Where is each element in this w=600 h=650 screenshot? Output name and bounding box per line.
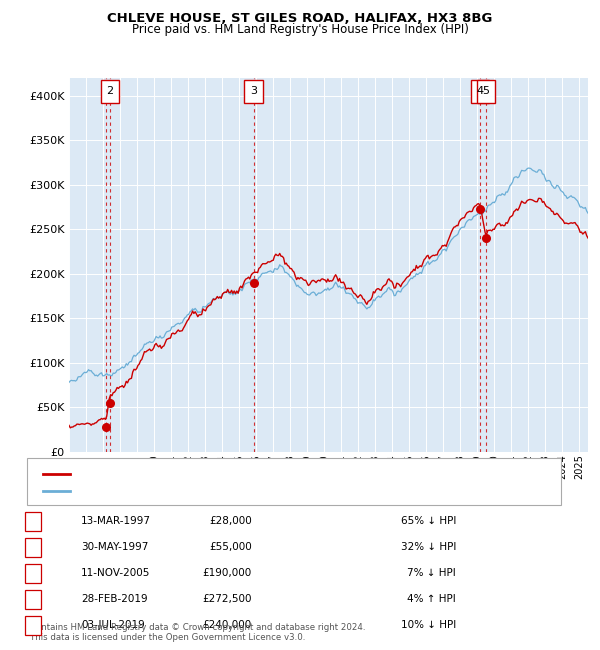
- Text: HPI: Average price, detached house, Calderdale: HPI: Average price, detached house, Cald…: [77, 486, 311, 495]
- Text: £190,000: £190,000: [203, 568, 252, 578]
- Text: 4% ↑ HPI: 4% ↑ HPI: [407, 594, 456, 604]
- Text: 4: 4: [476, 86, 484, 96]
- Text: 10% ↓ HPI: 10% ↓ HPI: [401, 620, 456, 630]
- Text: 5: 5: [29, 620, 37, 630]
- Text: 65% ↓ HPI: 65% ↓ HPI: [401, 516, 456, 526]
- Text: 4: 4: [29, 594, 37, 604]
- Text: 2: 2: [106, 86, 113, 96]
- Bar: [101, 80, 119, 103]
- Text: 1: 1: [29, 516, 37, 526]
- Text: 3: 3: [29, 568, 37, 578]
- Text: 30-MAY-1997: 30-MAY-1997: [81, 542, 148, 552]
- Bar: [244, 80, 263, 103]
- Text: Price paid vs. HM Land Registry's House Price Index (HPI): Price paid vs. HM Land Registry's House …: [131, 23, 469, 36]
- Text: 03-JUL-2019: 03-JUL-2019: [81, 620, 145, 630]
- Text: CHLEVE HOUSE, ST GILES ROAD, HALIFAX, HX3 8BG: CHLEVE HOUSE, ST GILES ROAD, HALIFAX, HX…: [107, 12, 493, 25]
- Text: 13-MAR-1997: 13-MAR-1997: [81, 516, 151, 526]
- Text: 2: 2: [29, 542, 37, 552]
- Bar: [471, 80, 490, 103]
- Text: 32% ↓ HPI: 32% ↓ HPI: [401, 542, 456, 552]
- Bar: [476, 80, 495, 103]
- Text: £28,000: £28,000: [209, 516, 252, 526]
- Text: 3: 3: [250, 86, 257, 96]
- Text: Contains HM Land Registry data © Crown copyright and database right 2024.
This d: Contains HM Land Registry data © Crown c…: [30, 623, 365, 642]
- Text: £240,000: £240,000: [203, 620, 252, 630]
- Text: CHLEVE HOUSE, ST GILES ROAD, HALIFAX, HX3 8BG (detached house): CHLEVE HOUSE, ST GILES ROAD, HALIFAX, HX…: [77, 469, 420, 478]
- Text: 5: 5: [482, 86, 490, 96]
- Text: £55,000: £55,000: [209, 542, 252, 552]
- Text: 28-FEB-2019: 28-FEB-2019: [81, 594, 148, 604]
- Text: 11-NOV-2005: 11-NOV-2005: [81, 568, 151, 578]
- Text: 7% ↓ HPI: 7% ↓ HPI: [407, 568, 456, 578]
- Text: £272,500: £272,500: [203, 594, 252, 604]
